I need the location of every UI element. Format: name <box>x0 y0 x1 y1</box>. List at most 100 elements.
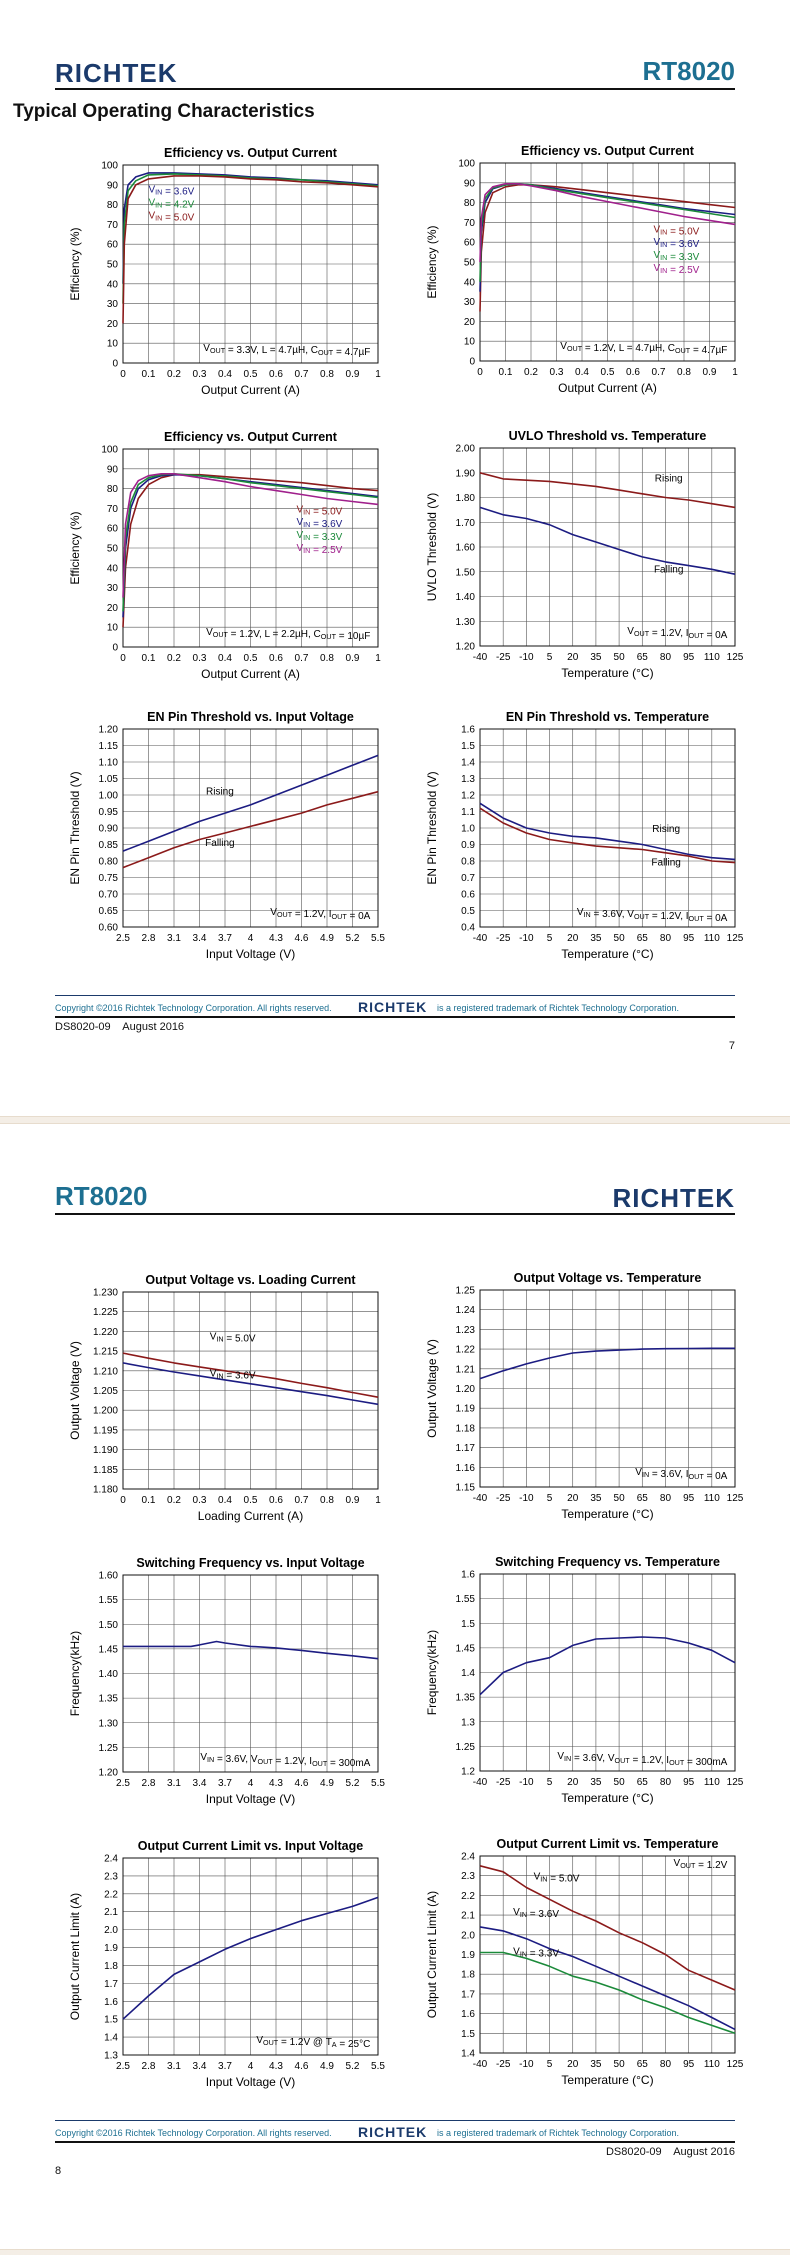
header-rule <box>55 88 735 90</box>
copyright-text: Copyright ©2016 Richtek Technology Corpo… <box>55 2128 332 2138</box>
chart-8: Output Voltage vs. Temperature -40 -25 -10 5… <box>425 1271 744 1521</box>
x-tick-label: 65 <box>637 933 649 944</box>
y-tick-label: 1.215 <box>93 1347 118 1358</box>
series-line-2 <box>122 790 379 869</box>
series-line-1 <box>122 172 379 284</box>
y-tick-label: 100 <box>458 159 475 170</box>
x-tick-label: 80 <box>660 1777 672 1788</box>
x-tick-label: 65 <box>637 2059 649 2070</box>
series-line-2 <box>479 807 736 864</box>
curve-label: Falling <box>205 838 234 849</box>
part-number: RT8020 <box>642 56 736 86</box>
y-tick-label: 100 <box>101 445 118 456</box>
x-tick-label: 50 <box>614 933 626 944</box>
y-tick-label: 60 <box>464 238 476 249</box>
series-line-1 <box>479 472 736 509</box>
series-line-1 <box>123 1640 379 1660</box>
y-tick-label: 10 <box>107 339 119 350</box>
plot-frame <box>122 1574 379 1773</box>
x-tick-label: 95 <box>683 652 695 663</box>
x-tick-label: 0.9 <box>346 653 360 664</box>
y-tick-label: 0.6 <box>461 890 475 901</box>
x-tick-label: 0 <box>477 367 483 378</box>
x-tick-label: 5.2 <box>346 2061 360 2072</box>
y-axis-label: Output Current Limit (A) <box>68 1893 82 2020</box>
chart-title: EN Pin Threshold vs. Input Voltage <box>147 710 354 724</box>
y-tick-label: 20 <box>107 319 119 330</box>
y-tick-label: 2.0 <box>104 1925 118 1936</box>
x-tick-label: 0.7 <box>295 369 309 380</box>
y-tick-label: 1.80 <box>456 493 476 504</box>
chart-annotation: VOUT = 1.2V, IOUT = 0A <box>270 907 370 922</box>
chart-4: UVLO Threshold vs. Temperature -40 -25 -10 5… <box>425 429 744 680</box>
y-tick-label: 1.210 <box>93 1366 118 1377</box>
x-tick-label: 0.6 <box>269 369 283 380</box>
y-tick-label: 1.30 <box>99 1718 119 1729</box>
x-tick-label: 5.5 <box>371 1778 385 1789</box>
series-line-2 <box>479 506 736 575</box>
plot-frame <box>122 728 379 928</box>
series-line-2 <box>122 1362 379 1406</box>
chart-1: Efficiency vs. Output Current 0 0.1 0.2 0.3 0… <box>68 146 381 397</box>
y-tick-label: 0.70 <box>99 890 119 901</box>
y-tick-label: 1.8 <box>461 1970 475 1981</box>
x-axis-label: Input Voltage (V) <box>206 1792 295 1806</box>
y-tick-label: 1.35 <box>99 1694 119 1705</box>
x-tick-label: 3.1 <box>167 933 181 944</box>
x-tick-label: 5 <box>547 652 553 663</box>
x-tick-label: 5 <box>547 933 553 944</box>
plot-frame <box>479 1855 736 2054</box>
legend-entry: VIN = 4.2V <box>149 198 195 211</box>
x-tick-label: 4.9 <box>320 933 334 944</box>
x-tick-label: 0.9 <box>346 369 360 380</box>
y-tick-label: 1.0 <box>461 824 475 835</box>
y-tick-label: 20 <box>464 317 476 328</box>
y-tick-label: 1.40 <box>456 592 476 603</box>
x-axis-label: Output Current (A) <box>201 667 300 681</box>
curve-label: VIN = 5.0V <box>534 1872 580 1885</box>
chart-9: Switching Frequency vs. Input Voltage 2.5… <box>68 1556 385 1806</box>
x-tick-label: 0 <box>120 369 126 380</box>
y-tick-label: 1.55 <box>456 1594 476 1605</box>
y-tick-label: 70 <box>107 220 119 231</box>
x-axis-label: Input Voltage (V) <box>206 2075 295 2089</box>
x-tick-label: 4 <box>248 1778 254 1789</box>
chart-annotation: VIN = 3.6V, IOUT = 0A <box>635 1467 727 1482</box>
x-tick-label: 4.3 <box>269 933 283 944</box>
plot-frame <box>122 1857 379 2056</box>
y-tick-label: 2.1 <box>461 1911 475 1922</box>
x-tick-label: 125 <box>727 1777 744 1788</box>
x-tick-label: 0.8 <box>320 1495 334 1506</box>
y-tick-label: 1.23 <box>456 1325 476 1336</box>
page-number: 7 <box>728 1040 735 1052</box>
x-tick-label: 0.2 <box>167 1495 181 1506</box>
x-axis-label: Temperature (°C) <box>561 947 653 961</box>
x-tick-label: -25 <box>496 2059 511 2070</box>
y-tick-label: 1.4 <box>461 2049 475 2060</box>
legend-entry: VIN = 5.0V <box>149 210 195 223</box>
series-line-2 <box>479 1926 736 2031</box>
y-axis-label: Efficiency (%) <box>68 227 82 300</box>
x-tick-label: 2.5 <box>116 933 130 944</box>
x-tick-label: 0.3 <box>193 653 207 664</box>
y-tick-label: 1.5 <box>461 2029 475 2040</box>
y-tick-label: 1.5 <box>461 741 475 752</box>
chart-annotation: VIN = 3.6V, VOUT = 1.2V, IOUT = 300mA <box>557 1751 727 1768</box>
x-tick-label: 50 <box>614 1777 626 1788</box>
y-tick-label: 2.3 <box>461 1871 475 1882</box>
y-tick-label: 1.25 <box>456 1742 476 1753</box>
section-title: Typical Operating Characteristics <box>13 101 315 122</box>
x-tick-label: -40 <box>473 652 488 663</box>
y-tick-label: 30 <box>107 583 119 594</box>
curve-label: VIN = 5.0V <box>210 1331 256 1344</box>
y-tick-label: 1.25 <box>99 1743 119 1754</box>
footer-brand-logo: RICHTEK <box>358 2124 428 2140</box>
x-tick-label: 0.1 <box>142 369 156 380</box>
series-line-4 <box>122 472 379 598</box>
doc-id: DS8020-09 <box>605 2146 662 2158</box>
x-tick-label: 0.9 <box>703 367 717 378</box>
x-tick-label: 80 <box>660 933 672 944</box>
y-tick-label: 60 <box>107 524 119 535</box>
y-tick-label: 1.19 <box>456 1404 476 1415</box>
y-tick-label: 40 <box>464 277 476 288</box>
